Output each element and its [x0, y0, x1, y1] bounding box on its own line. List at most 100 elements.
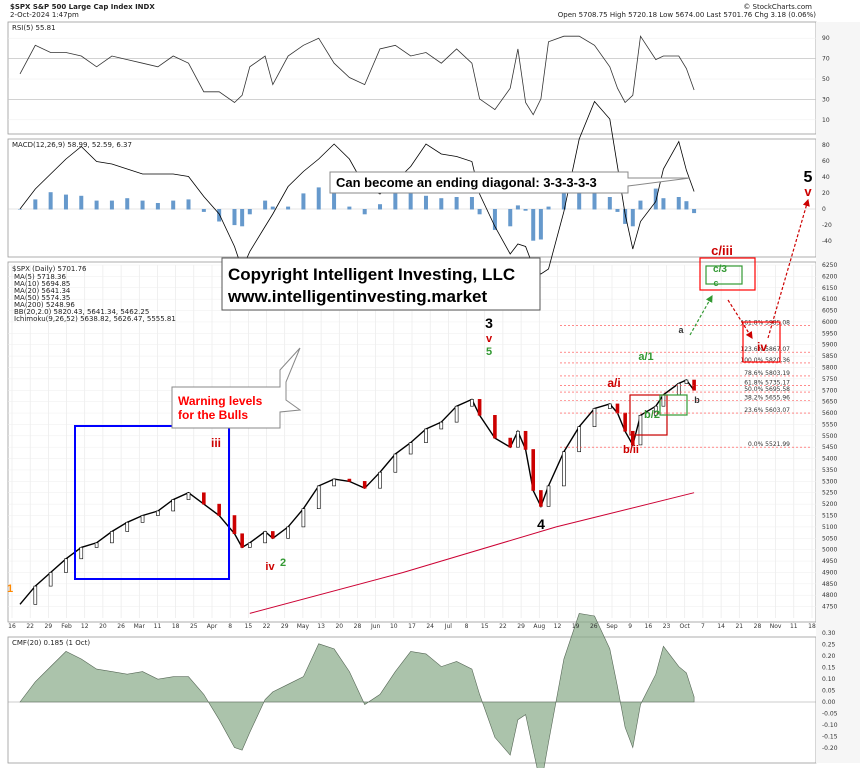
- price-candle: [125, 522, 130, 532]
- x-tick-label: 25: [190, 623, 198, 630]
- warning-callout: [171, 347, 302, 429]
- fib-label: 78.6% 5803.19: [744, 370, 790, 377]
- projection-arrow-c3: [689, 294, 713, 336]
- chart-date: 2-Oct-2024 1:47pm: [10, 11, 79, 19]
- legend-entry: MA(10) 5694.85: [14, 280, 70, 288]
- rsi-tick-label: 50: [822, 76, 830, 83]
- cmf-tick-label: -0.20: [822, 745, 838, 752]
- price-tick-label: 6000: [822, 319, 837, 326]
- macd-histogram-bar: [155, 203, 160, 210]
- rsi-label: RSI(5) 55.81: [12, 24, 56, 32]
- price-tick-label: 5400: [822, 456, 837, 463]
- x-tick-label: Feb: [61, 623, 72, 630]
- price-series: [19, 379, 696, 614]
- price-tick-label: 4750: [822, 604, 837, 611]
- macd-histogram-bar: [232, 209, 237, 226]
- price-candle: [79, 547, 84, 560]
- wave-label: b: [694, 395, 700, 405]
- price-candle: [232, 515, 237, 535]
- legend-entry: MA(200) 5248.96: [14, 301, 75, 309]
- price-candle: [516, 430, 520, 448]
- macd-indicator: [18, 100, 697, 275]
- x-tick-label: 29: [517, 623, 525, 630]
- macd-histogram-bar: [630, 209, 635, 227]
- x-tick-label: 15: [245, 623, 253, 630]
- macd-histogram-bar: [63, 194, 68, 210]
- cmf-tick-label: 0.25: [822, 642, 836, 649]
- price-candle: [477, 399, 482, 416]
- macd-histogram-bar: [362, 209, 367, 215]
- x-tick-label: 12: [554, 623, 562, 630]
- cmf-tick-label: 0.00: [822, 699, 836, 706]
- rsi-indicator: [19, 35, 695, 116]
- copyright-line-1: Copyright Intelligent Investing, LLC: [228, 265, 515, 284]
- x-tick-label: 20: [335, 623, 343, 630]
- price-candle: [546, 485, 551, 507]
- wave-label: 5: [486, 346, 492, 358]
- price-tick-label: 5750: [822, 376, 837, 383]
- rsi-tick-label: 10: [822, 117, 830, 124]
- macd-histogram-bar: [538, 209, 543, 240]
- rsi-line: [19, 35, 695, 116]
- x-tick-label: 29: [45, 623, 53, 630]
- macd-histogram-bar: [316, 187, 321, 210]
- price-candle: [186, 492, 191, 500]
- price-candle: [408, 442, 413, 455]
- x-tick-label: 24: [426, 623, 434, 630]
- chart-title: $SPX S&P 500 Large Cap Index INDX: [10, 3, 155, 11]
- x-tick-label: 22: [499, 623, 507, 630]
- wave-label: 4: [537, 516, 545, 532]
- price-tick-label: 6250: [822, 262, 837, 269]
- legend-entry: MA(20) 5641.34: [14, 287, 71, 295]
- macd-histogram-bar: [676, 197, 681, 210]
- macd-histogram-bar: [623, 209, 628, 224]
- x-tick-label: 20: [99, 623, 107, 630]
- fib-label: 100.0% 5820.36: [740, 357, 790, 364]
- price-candle: [171, 499, 175, 512]
- price-candle: [608, 403, 612, 409]
- price-candle: [653, 405, 658, 416]
- price-candle: [202, 492, 206, 505]
- macd-histogram-bar: [469, 197, 474, 210]
- stockcharts-watermark: © StockCharts.com: [743, 3, 812, 11]
- price-candle: [454, 405, 459, 423]
- price-tick-label: 5700: [822, 387, 837, 394]
- price-candle: [347, 478, 352, 482]
- fib-label: 161.8% 5985.08: [740, 319, 790, 326]
- price-tick-label: 5350: [822, 467, 837, 474]
- x-tick-label: 8: [228, 623, 232, 630]
- price-tick-label: 6150: [822, 285, 837, 292]
- wave-label: v: [804, 184, 812, 199]
- wave-label: 3: [485, 315, 493, 331]
- wave-label: 5: [804, 169, 813, 186]
- price-tick-label: 5300: [822, 478, 837, 485]
- price-tick-label: 5100: [822, 524, 837, 531]
- price-candle: [676, 383, 681, 396]
- macd-histogram-bar: [477, 209, 482, 215]
- price-candle: [263, 531, 267, 544]
- macd-histogram-bar: [592, 186, 597, 210]
- price-tick-label: 5900: [822, 342, 837, 349]
- fib-label: 0.0% 5521.99: [748, 441, 790, 448]
- macd-histogram-bar: [454, 197, 459, 210]
- price-tick-label: 5950: [822, 330, 837, 337]
- macd-histogram-bar: [240, 209, 245, 227]
- macd-histogram-bar: [94, 200, 99, 210]
- macd-histogram-bar: [692, 209, 697, 214]
- x-tick-label: 18: [172, 623, 180, 630]
- fib-label: 123.6% 5867.07: [740, 346, 790, 353]
- price-candle: [615, 403, 620, 414]
- x-tick-label: 19: [572, 623, 580, 630]
- target-box-c-3: [705, 265, 743, 285]
- fib-label: 38.2% 5655.96: [744, 395, 790, 402]
- price-candle: [156, 510, 160, 516]
- macd-histogram-bar: [18, 209, 22, 210]
- macd-histogram-bar: [577, 177, 582, 210]
- x-tick-label: 12: [81, 623, 89, 630]
- macd-histogram-bar: [393, 191, 398, 210]
- price-tick-label: 6200: [822, 273, 837, 280]
- macd-histogram-bar: [263, 200, 268, 210]
- macd-histogram-bar: [546, 206, 551, 210]
- cmf-label: CMF(20) 0.185 (1 Oct): [12, 639, 90, 647]
